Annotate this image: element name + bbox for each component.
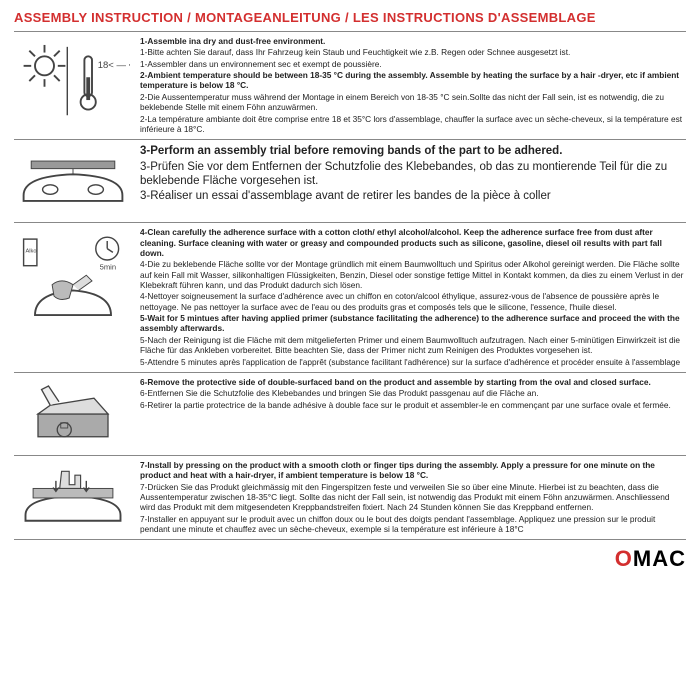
instruction-line: 3-Réaliser un essai d'assemblage avant d… (140, 189, 686, 203)
instruction-line: 3-Prüfen Sie vor dem Entfernen der Schut… (140, 160, 686, 189)
logo-red-part: O (615, 546, 633, 571)
svg-text:5min: 5min (100, 263, 116, 272)
instruction-row-3: Alkol 5min 4-Clean carefully the adheren… (14, 222, 686, 372)
instruction-row-5: 7-Install by pressing on the product wit… (14, 455, 686, 541)
instruction-line: 4-Nettoyer soigneusement la surface d'ad… (140, 291, 686, 312)
instruction-line: 2-Ambient temperature should be between … (140, 70, 686, 91)
instruction-line: 6-Entfernen Sie die Schutzfolie des Kleb… (140, 388, 686, 398)
instruction-line: 7-Installer en appuyant sur le produit a… (140, 514, 686, 535)
instruction-line: 1-Assembler dans un environnement sec et… (140, 59, 686, 69)
instruction-line: 1-Bitte achten Sie darauf, dass Ihr Fahr… (140, 47, 686, 57)
instruction-text-4: 6-Remove the protective side of double-s… (140, 377, 686, 451)
instruction-line: 3-Perform an assembly trial before remov… (140, 144, 686, 158)
svg-text:Alkol: Alkol (26, 249, 38, 255)
svg-text:18< — <35 C: 18< — <35 C (98, 60, 130, 71)
instruction-line: 1-Assemble ina dry and dust-free environ… (140, 36, 686, 46)
footer: OMAC (14, 540, 686, 572)
instruction-row-1: 18< — <35 C 1-Assemble ina dry and dust-… (14, 31, 686, 139)
instruction-line: 2-Die Aussentemperatur muss während der … (140, 92, 686, 113)
instruction-row-4: 6-Remove the protective side of double-s… (14, 372, 686, 455)
instruction-line: 5-Attendre 5 minutes après l'application… (140, 357, 686, 367)
press-icon (14, 460, 132, 534)
instruction-line: 2-La température ambiante doit être comp… (140, 114, 686, 135)
instruction-text-2: 3-Perform an assembly trial before remov… (140, 144, 686, 218)
instruction-line: 6-Retirer la partie protectrice de la ba… (140, 400, 686, 410)
instruction-text-1: 1-Assemble ina dry and dust-free environ… (140, 36, 686, 135)
doc-title: ASSEMBLY INSTRUCTION / MONTAGEANLEITUNG … (14, 10, 686, 25)
instruction-line: 4-Die zu beklebende Fläche sollte vor de… (140, 259, 686, 290)
car-part-icon (14, 144, 132, 218)
instruction-line: 7-Drücken Sie das Produkt gleichmässig m… (140, 482, 686, 513)
instruction-line: 7-Install by pressing on the product wit… (140, 460, 686, 481)
logo: OMAC (615, 546, 686, 572)
instruction-row-2: 3-Perform an assembly trial before remov… (14, 139, 686, 222)
peel-icon (14, 377, 132, 451)
sun-temp-icon: 18< — <35 C (14, 36, 132, 128)
instruction-text-3: 4-Clean carefully the adherence surface … (140, 227, 686, 368)
instruction-line: 6-Remove the protective side of double-s… (140, 377, 686, 387)
logo-black-part: MAC (633, 546, 686, 571)
instruction-line: 5-Nach der Reinigung ist die Fläche mit … (140, 335, 686, 356)
instruction-text-5: 7-Install by pressing on the product wit… (140, 460, 686, 536)
clean-icon: Alkol 5min (14, 227, 132, 331)
instruction-line: 5-Wait for 5 mintues after having applie… (140, 313, 686, 334)
instruction-line: 4-Clean carefully the adherence surface … (140, 227, 686, 258)
